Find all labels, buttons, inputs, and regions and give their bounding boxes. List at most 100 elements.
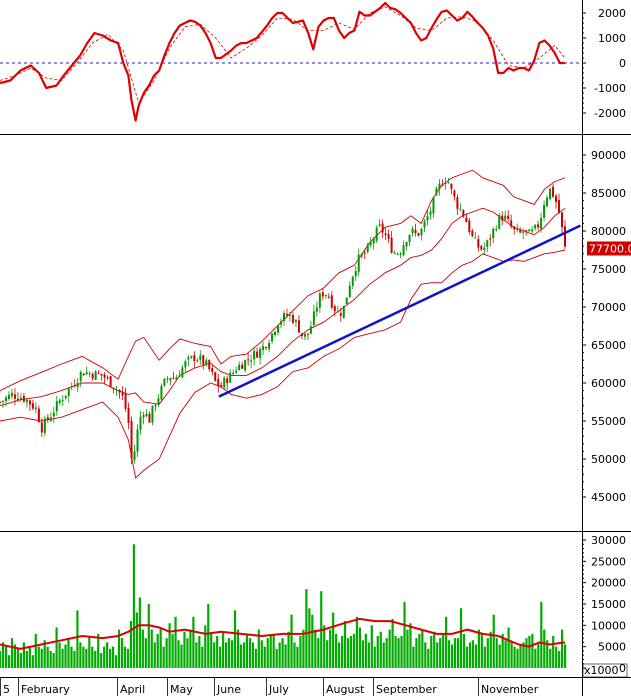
candle-body	[277, 325, 280, 333]
volume-bar	[242, 642, 246, 668]
candle-body	[4, 397, 7, 402]
candle-body	[564, 226, 566, 247]
volume-bar	[364, 633, 367, 668]
volume-bar	[0, 650, 2, 668]
volume-bar	[16, 648, 20, 668]
candle-body	[399, 253, 402, 256]
candle-body	[103, 374, 106, 378]
volume-bar	[174, 616, 177, 668]
candle-body	[169, 377, 172, 381]
volume-bar	[451, 644, 454, 668]
candle-body	[271, 333, 274, 342]
candle-body	[456, 197, 459, 209]
volume-bar	[465, 646, 469, 668]
month-label: September	[376, 683, 437, 696]
candle-body	[145, 413, 148, 417]
candle-body	[40, 422, 43, 433]
bollinger-lower	[0, 249, 566, 479]
volume-bar	[448, 640, 451, 668]
volume-tick-label: 30000	[591, 534, 626, 547]
candle-body	[423, 221, 426, 228]
volume-bar	[144, 638, 147, 668]
volume-bar	[427, 648, 430, 668]
candle-body	[163, 378, 166, 386]
candle-body	[130, 420, 133, 459]
volume-bar	[156, 633, 159, 668]
volume-bar	[504, 640, 507, 668]
volume-bar	[198, 636, 201, 668]
candle-body	[52, 412, 55, 417]
candle-body	[94, 371, 97, 380]
volume-bar	[135, 612, 138, 668]
candle-body	[537, 224, 540, 228]
volume-bar	[290, 614, 293, 668]
volume-bar	[483, 646, 486, 668]
candle-body	[450, 183, 453, 189]
candle-body	[196, 360, 199, 362]
volume-bar	[150, 629, 153, 668]
candle-body	[495, 229, 498, 231]
volume-bar	[222, 631, 225, 668]
volume-bar	[308, 608, 311, 668]
candle-body	[16, 398, 19, 401]
candle-body	[250, 360, 253, 362]
volume-bar	[370, 625, 373, 668]
candle-body	[259, 348, 262, 359]
candle-body	[1, 400, 4, 403]
volume-bar	[415, 638, 418, 668]
volume-bar	[343, 621, 347, 668]
candle-body	[435, 188, 438, 196]
volume-bar	[19, 653, 23, 668]
price-tick-label: 85000	[591, 187, 626, 200]
volume-bar	[442, 633, 445, 668]
price-tick-label: 90000	[591, 149, 626, 162]
candle-body	[64, 395, 67, 399]
volume-bar	[82, 646, 85, 668]
volume-bar	[564, 644, 567, 668]
candle-body	[31, 403, 34, 409]
candle-body	[247, 359, 250, 361]
volume-bar	[433, 631, 436, 668]
month-label: 5	[3, 683, 10, 696]
volume-bar	[195, 642, 198, 668]
volume-tick-label: 20000	[591, 577, 626, 590]
candle-body	[202, 355, 205, 365]
candle-body	[405, 242, 408, 247]
volume-bar	[207, 604, 210, 668]
bollinger-middle	[0, 207, 566, 407]
volume-bar	[227, 638, 231, 668]
candle-body	[375, 227, 378, 241]
candle-body	[181, 367, 184, 378]
candle-body	[124, 393, 127, 409]
volume-bar	[462, 633, 466, 668]
volume-bar	[22, 642, 25, 668]
volume-bar	[400, 636, 403, 668]
volume-bar	[516, 648, 519, 668]
volume-bar	[409, 623, 412, 668]
candle-body	[441, 184, 444, 186]
candle-body	[381, 223, 384, 233]
oscillator-panel	[0, 1, 582, 122]
candle-body	[354, 271, 357, 277]
volume-bar	[162, 646, 165, 668]
candle-body	[510, 220, 513, 227]
bollinger-upper	[0, 169, 566, 392]
candle-body	[429, 211, 432, 215]
volume-bar	[112, 646, 115, 668]
volume-bar	[70, 646, 73, 668]
osc-tick-label: 1000	[598, 32, 626, 45]
candle-body	[402, 245, 405, 256]
volume-bar	[552, 636, 555, 668]
volume-bar	[147, 604, 150, 668]
volume-tick-label: 5000	[598, 641, 626, 654]
candle-body	[351, 276, 354, 286]
volume-bar	[403, 601, 406, 668]
volume-bar	[4, 646, 8, 668]
candle-body	[303, 333, 306, 337]
volume-bar	[367, 642, 370, 668]
candle-body	[160, 386, 163, 400]
volume-bar	[311, 614, 314, 668]
volume-bar	[329, 629, 332, 668]
candle-body	[501, 215, 504, 221]
volume-bar	[373, 646, 376, 668]
